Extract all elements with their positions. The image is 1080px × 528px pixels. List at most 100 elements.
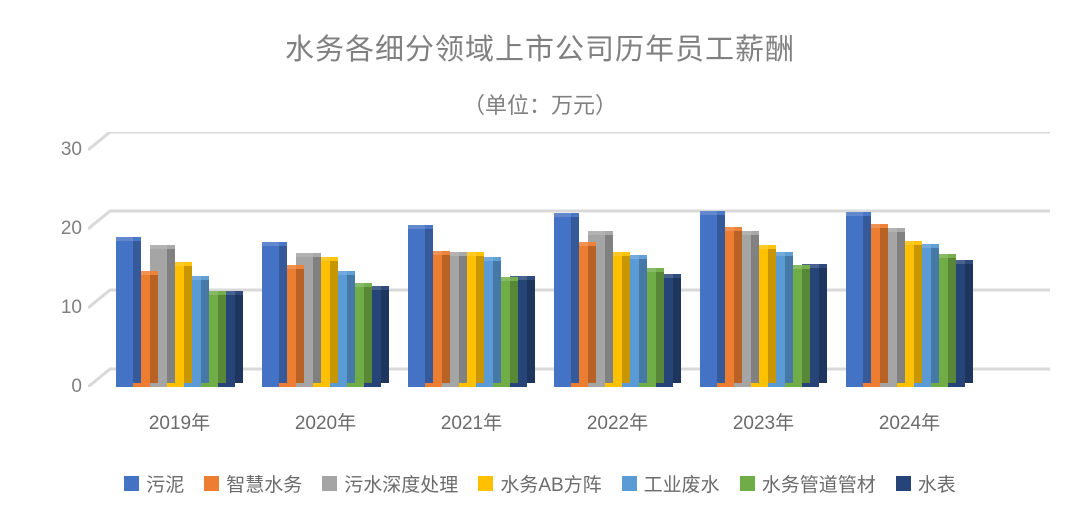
bar-top-wedge [313, 253, 321, 258]
y-axis-labels: 0 10 20 30 [38, 132, 82, 397]
x-axis-tick-label: 2024年 [878, 413, 941, 434]
bar-top-wedge [965, 259, 973, 264]
bar-side-face [622, 251, 630, 383]
bar-side-face [313, 253, 321, 383]
bar-top-face [639, 267, 656, 272]
bar-top-face [347, 283, 364, 288]
bar-front-face [554, 217, 571, 387]
bar-top-face [510, 276, 527, 281]
bar-side-face [571, 213, 579, 383]
bar-side-face [863, 212, 871, 383]
bar-top-face [442, 251, 459, 256]
bar-top-face [459, 251, 476, 256]
bar-top-face [279, 264, 296, 269]
bar-top-wedge [476, 251, 484, 256]
bar-top-wedge [459, 251, 467, 256]
bar-top-face [588, 230, 605, 235]
bar-top-wedge [897, 228, 905, 233]
gridline [87, 209, 1050, 231]
bar-top-wedge [296, 264, 304, 269]
bar-top-wedge [717, 210, 725, 215]
bar-front-face [116, 240, 133, 387]
bar-side-face [133, 236, 141, 383]
bar-side-face [785, 251, 793, 383]
bar-top-wedge [768, 244, 776, 249]
bar-top-wedge [588, 242, 596, 247]
bar-side-face [527, 276, 535, 383]
legend-item[interactable]: 污泥 [124, 470, 184, 497]
x-axis-tick-label: 2020年 [294, 413, 357, 434]
bar-top-face [846, 212, 863, 217]
bar-top-face [133, 270, 150, 275]
legend-label: 工业废水 [643, 475, 720, 496]
y-axis-tick-label: 30 [60, 139, 82, 160]
bar-top-face [408, 225, 425, 229]
bar [116, 236, 141, 387]
legend-label: 水表 [917, 475, 956, 496]
legend-item[interactable]: 水务AB方阵 [478, 470, 602, 497]
bar-side-face [965, 259, 973, 383]
bar-top-face [571, 242, 588, 247]
bar-top-wedge [184, 262, 192, 267]
bar-side-face [673, 273, 681, 383]
legend-item[interactable]: 水表 [895, 470, 956, 497]
bar-top-face [218, 291, 235, 296]
legend-swatch-icon [322, 476, 338, 491]
bar-top-face [717, 226, 734, 231]
x-axis-tick-label: 2019年 [148, 413, 211, 434]
bar-top-wedge [510, 277, 518, 282]
bar [846, 212, 871, 387]
bar [262, 242, 287, 387]
bar-top-wedge [167, 244, 175, 249]
bar-side-face [235, 291, 243, 383]
bar-top-face [605, 251, 622, 256]
legend-label: 水务AB方阵 [500, 475, 602, 496]
legend-label: 污水深度处理 [344, 475, 459, 496]
legend-swatch-icon [204, 476, 220, 491]
bar-top-face [802, 263, 819, 268]
bar-top-wedge [330, 257, 338, 262]
bar-top-wedge [571, 213, 579, 218]
bar-side-face [605, 230, 613, 383]
bar-side-face [296, 264, 304, 383]
bar-front-face [262, 246, 279, 387]
bar-top-wedge [279, 242, 287, 247]
bar-side-face [184, 262, 192, 383]
bar-side-face [459, 251, 467, 383]
bar-top-face [768, 251, 785, 256]
legend-item[interactable]: 智慧水务 [204, 470, 302, 497]
legend-item[interactable]: 水务管道管材 [739, 470, 876, 497]
bar-side-face [347, 270, 355, 383]
bar-side-face [734, 226, 742, 383]
chart-legend: 污泥 智慧水务 污水深度处理 水务AB方阵 工业废水 水务管道管材 水表 [0, 470, 1080, 497]
bar-side-face [717, 210, 725, 383]
bar-side-face [751, 231, 759, 383]
x-axis-tick-label: 2023年 [732, 413, 795, 434]
bar-top-face [751, 244, 768, 249]
bar-top-face [313, 257, 330, 262]
legend-item[interactable]: 污水深度处理 [322, 470, 458, 497]
bar-top-wedge [863, 212, 871, 217]
bar-side-face [218, 291, 226, 383]
bar-top-face [476, 256, 493, 261]
bar-side-face [819, 263, 827, 383]
x-axis-tick-label: 2021年 [440, 413, 503, 434]
bar-top-wedge [819, 263, 827, 268]
bar-top-face [262, 242, 279, 247]
bar-side-face [442, 251, 450, 383]
bar-side-face [880, 224, 888, 383]
bar-top-face [914, 243, 931, 248]
y-axis-tick-label: 10 [60, 297, 82, 318]
plot-area [87, 130, 1050, 389]
bar-side-face [914, 240, 922, 383]
bar-side-face [364, 283, 372, 383]
bar-top-wedge [880, 224, 888, 229]
bar-top-face [116, 236, 133, 241]
bar-top-face [863, 224, 880, 229]
bar [408, 225, 433, 387]
bar-side-face [381, 285, 389, 383]
bar-top-wedge [381, 285, 389, 290]
legend-item[interactable]: 工业废水 [621, 470, 720, 497]
bar-top-face [656, 273, 673, 278]
bar-top-face [167, 262, 184, 267]
